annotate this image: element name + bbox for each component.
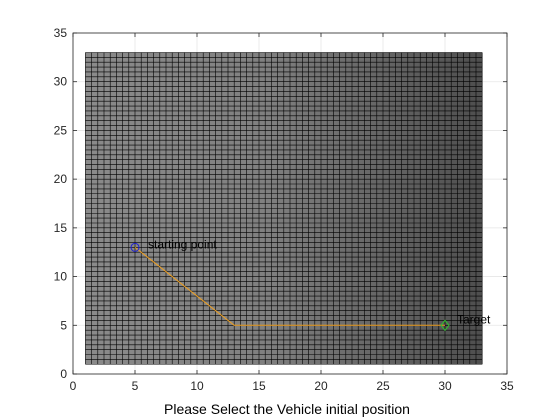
y-tick-label: 35 bbox=[54, 26, 68, 40]
x-tick-label: 30 bbox=[438, 379, 452, 393]
x-tick-label: 15 bbox=[252, 379, 266, 393]
target-marker bbox=[440, 319, 450, 332]
y-tick-label: 25 bbox=[54, 123, 68, 137]
x-axis: 0 5 10 15 20 25 30 35 bbox=[70, 33, 514, 393]
target-label: Target bbox=[457, 312, 491, 326]
start-marker bbox=[130, 242, 140, 252]
y-tick-label: 5 bbox=[60, 318, 67, 332]
x-tick-label: 35 bbox=[500, 379, 514, 393]
start-label: starting point bbox=[148, 237, 217, 251]
y-tick-label: 15 bbox=[54, 221, 68, 235]
x-axis-label: Please Select the Vehicle initial positi… bbox=[164, 401, 410, 417]
x-tick-label: 5 bbox=[132, 379, 139, 393]
axes-box bbox=[72, 32, 508, 375]
y-tick-label: 10 bbox=[54, 270, 68, 284]
y-tick-label: 20 bbox=[54, 172, 68, 186]
x-tick-label: 10 bbox=[190, 379, 204, 393]
x-tick-label: 25 bbox=[376, 379, 390, 393]
x-tick-label: 20 bbox=[314, 379, 328, 393]
map-cell-lines bbox=[85, 52, 483, 365]
x-tick-label: 0 bbox=[70, 379, 77, 393]
map-cell-grid bbox=[85, 52, 483, 365]
y-tick-label: 30 bbox=[54, 75, 68, 89]
path-line bbox=[134, 246, 445, 326]
y-tick-label: 0 bbox=[60, 367, 67, 381]
y-axis: 0 5 10 15 20 25 30 35 bbox=[54, 26, 507, 381]
